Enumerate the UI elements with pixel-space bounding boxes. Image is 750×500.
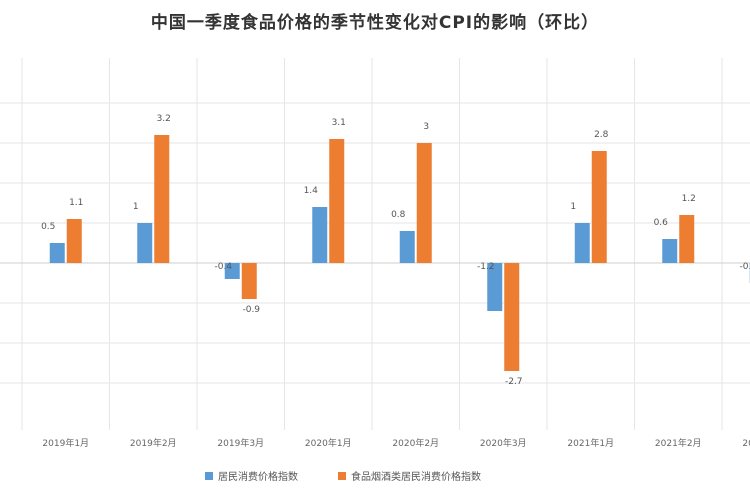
x-tick-label: 2019年1月 <box>42 437 89 449</box>
x-tick-label: 2019年3月 <box>217 437 264 449</box>
x-tick-label: 2020年2月 <box>392 437 439 449</box>
bar-food <box>66 219 82 263</box>
data-label: 1.2 <box>682 194 696 204</box>
data-label: 1.1 <box>69 198 83 208</box>
legend-swatch-cpi <box>205 471 213 480</box>
data-label: 3.2 <box>157 114 171 124</box>
data-label: -0.9 <box>242 305 260 315</box>
bar-cpi <box>662 239 678 263</box>
x-tick-label: 2021年2月 <box>655 437 702 449</box>
legend-item-cpi: 居民消费价格指数 <box>205 468 298 483</box>
data-label: -1.2 <box>477 262 495 272</box>
legend-label-cpi: 居民消费价格指数 <box>218 472 298 483</box>
data-label: 2.8 <box>594 130 609 140</box>
bar-cpi <box>399 231 415 263</box>
bar-cpi <box>224 263 240 279</box>
legend: 居民消费价格指数 食品烟酒类居民消费价格指数 <box>205 468 481 483</box>
x-tick-label: 2022年1月 <box>742 437 750 449</box>
x-tick-label: 2021年1月 <box>567 437 614 449</box>
bar-food <box>416 143 432 263</box>
data-label: 0.5 <box>41 222 55 232</box>
bar-food <box>591 151 607 263</box>
data-label: 3 <box>423 122 429 132</box>
bar-cpi <box>312 207 328 263</box>
x-tick-label: 2020年1月 <box>305 437 352 449</box>
chart-title: 中国一季度食品价格的季节性变化对CPI的影响（环比） <box>150 13 600 33</box>
bar-cpi <box>137 223 153 263</box>
bar-food <box>241 263 257 299</box>
data-label: -2.7 <box>505 377 523 387</box>
data-label: -0.4 <box>214 262 232 272</box>
data-label: 3.1 <box>332 118 346 128</box>
data-label: 1 <box>570 202 576 212</box>
bar-food <box>504 263 520 371</box>
legend-swatch-food <box>338 471 346 480</box>
bar-cpi <box>487 263 503 311</box>
data-label: 0.8 <box>391 210 406 220</box>
bar-food <box>679 215 695 263</box>
legend-item-food: 食品烟酒类居民消费价格指数 <box>338 468 481 483</box>
data-label: 0.6 <box>654 218 669 228</box>
data-label: 1 <box>133 202 139 212</box>
x-tick-label: 2019年2月 <box>130 437 177 449</box>
bar-cpi <box>574 223 590 263</box>
bar-food <box>154 135 170 263</box>
data-label: 1.4 <box>304 186 319 196</box>
bar-cpi <box>49 243 65 263</box>
data-label: -0.5 <box>739 262 750 272</box>
bar-food <box>329 139 345 263</box>
x-tick-label: 2020年3月 <box>480 437 527 449</box>
legend-label-food: 食品烟酒类居民消费价格指数 <box>351 472 481 483</box>
